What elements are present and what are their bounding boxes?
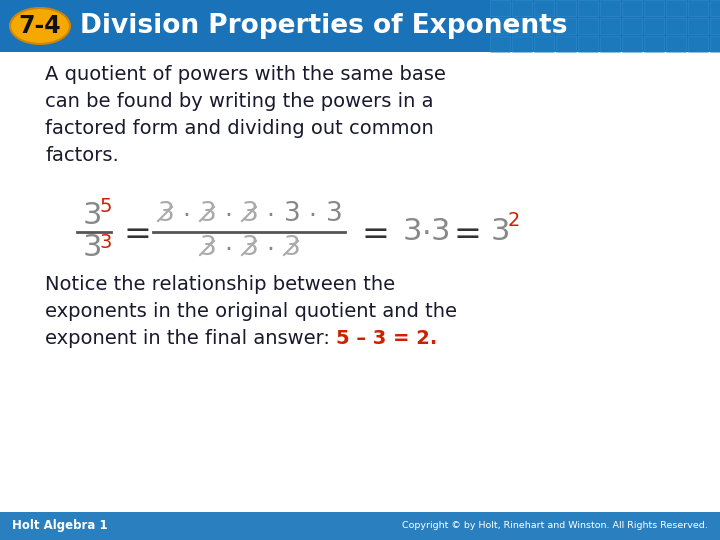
Text: $3$: $3$ <box>81 233 101 262</box>
Text: 7-4: 7-4 <box>19 14 61 38</box>
Text: $3$: $3$ <box>283 201 300 227</box>
Bar <box>710 0 720 16</box>
Bar <box>512 18 532 34</box>
Text: $\cdot$: $\cdot$ <box>420 218 429 246</box>
Text: $3$: $3$ <box>157 201 174 227</box>
Text: $=$: $=$ <box>354 215 387 248</box>
Bar <box>490 36 510 52</box>
Bar <box>556 0 576 16</box>
Text: $3$: $3$ <box>240 201 257 227</box>
Text: $\cdot$: $\cdot$ <box>182 202 189 226</box>
Bar <box>556 36 576 52</box>
Bar <box>556 18 576 34</box>
Bar <box>644 36 664 52</box>
Bar <box>666 18 686 34</box>
Bar <box>600 36 620 52</box>
Bar <box>534 0 554 16</box>
Text: $3$: $3$ <box>430 218 449 246</box>
Bar <box>512 36 532 52</box>
Bar <box>490 18 510 34</box>
Bar <box>710 36 720 52</box>
Text: $\cdot$: $\cdot$ <box>266 236 274 260</box>
Bar <box>710 18 720 34</box>
Text: exponent in the final answer:: exponent in the final answer: <box>45 329 336 348</box>
Bar <box>0 0 720 52</box>
Bar <box>490 0 510 16</box>
Text: Division Properties of Exponents: Division Properties of Exponents <box>80 13 567 39</box>
Bar <box>0 512 720 540</box>
Text: $3$: $3$ <box>325 201 341 227</box>
Text: Copyright © by Holt, Rinehart and Winston. All Rights Reserved.: Copyright © by Holt, Rinehart and Winsto… <box>402 522 708 530</box>
Bar <box>688 0 708 16</box>
Text: $3$: $3$ <box>199 235 215 261</box>
Text: $\cdot$: $\cdot$ <box>225 236 232 260</box>
Text: Holt Algebra 1: Holt Algebra 1 <box>12 519 107 532</box>
Text: $\cdot$: $\cdot$ <box>225 202 232 226</box>
Text: $\cdot$: $\cdot$ <box>308 202 315 226</box>
Bar <box>578 0 598 16</box>
Text: A quotient of powers with the same base: A quotient of powers with the same base <box>45 65 446 84</box>
Bar <box>622 18 642 34</box>
Text: factored form and dividing out common: factored form and dividing out common <box>45 119 433 138</box>
Text: $3$: $3$ <box>99 233 112 252</box>
Bar <box>578 36 598 52</box>
Bar <box>578 18 598 34</box>
Text: Notice the relationship between the: Notice the relationship between the <box>45 275 395 294</box>
Bar <box>666 0 686 16</box>
Bar <box>534 18 554 34</box>
Bar <box>600 18 620 34</box>
Text: $3$: $3$ <box>199 201 215 227</box>
Text: $3$: $3$ <box>81 201 101 231</box>
Bar <box>666 36 686 52</box>
Bar <box>534 36 554 52</box>
Bar <box>644 18 664 34</box>
Text: $5$: $5$ <box>99 198 112 217</box>
Bar <box>622 0 642 16</box>
Text: $3$: $3$ <box>240 235 257 261</box>
Bar <box>600 0 620 16</box>
Bar <box>688 36 708 52</box>
Text: $2$: $2$ <box>507 211 519 229</box>
Bar <box>512 0 532 16</box>
Bar <box>622 36 642 52</box>
Bar <box>0 52 720 512</box>
Bar <box>688 18 708 34</box>
Text: $=$: $=$ <box>117 215 150 248</box>
Text: factors.: factors. <box>45 146 119 165</box>
Ellipse shape <box>10 8 70 44</box>
Text: $3$: $3$ <box>490 218 508 246</box>
Text: $\cdot$: $\cdot$ <box>266 202 274 226</box>
Text: can be found by writing the powers in a: can be found by writing the powers in a <box>45 92 433 111</box>
Text: $3$: $3$ <box>402 218 420 246</box>
Text: $3$: $3$ <box>283 235 300 261</box>
Text: $=$: $=$ <box>446 215 480 248</box>
Bar <box>644 0 664 16</box>
Text: 5 – 3 = 2.: 5 – 3 = 2. <box>336 329 437 348</box>
Text: exponents in the original quotient and the: exponents in the original quotient and t… <box>45 302 457 321</box>
